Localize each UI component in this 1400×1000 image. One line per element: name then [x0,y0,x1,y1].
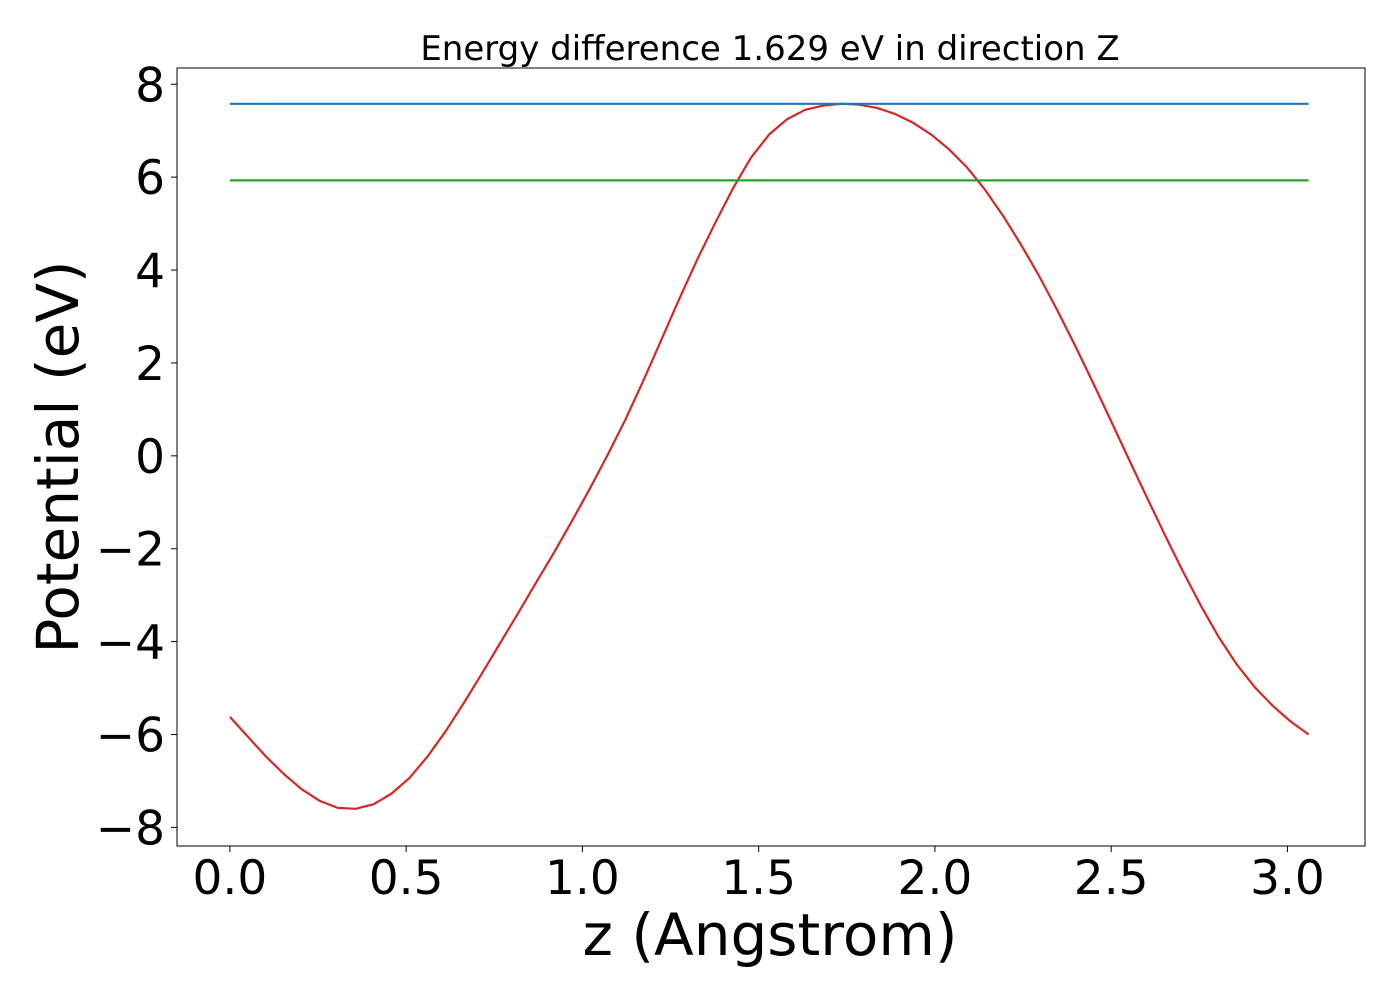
series-layer [229,102,1310,810]
y-tick-label: −2 [96,523,165,578]
x-axis-label: z (Angstrom) [583,901,958,969]
x-tick-label: 2.0 [898,851,973,906]
y-tick-label: 0 [135,430,165,485]
plot-frame [176,67,1366,847]
x-tick-label: 3.0 [1250,851,1325,906]
y-tick-label: 2 [135,337,165,392]
y-tick-label: −6 [96,709,165,764]
x-tick-label: 1.0 [545,851,620,906]
y-tick-label: 6 [135,151,165,206]
y-tick-label: 8 [135,58,165,113]
x-tick-label: 0.0 [193,851,268,906]
y-tick-label: −4 [96,616,165,671]
ticks-layer: 0.0 0.5 1.0 1.5 2.0 2.5 3.0 −8 −6 −4 −2 0 2 4 6 8 [96,58,1325,906]
x-tick-label: 0.5 [369,851,444,906]
y-axis-label: Potential (eV) [24,260,92,653]
x-tick-label: 1.5 [721,851,796,906]
series-line-0 [229,102,1310,810]
y-tick-label: −8 [96,801,165,856]
chart-title: Energy difference 1.629 eV in direction … [420,29,1119,69]
x-tick-label: 2.5 [1074,851,1149,906]
y-tick-label: 4 [135,244,165,299]
